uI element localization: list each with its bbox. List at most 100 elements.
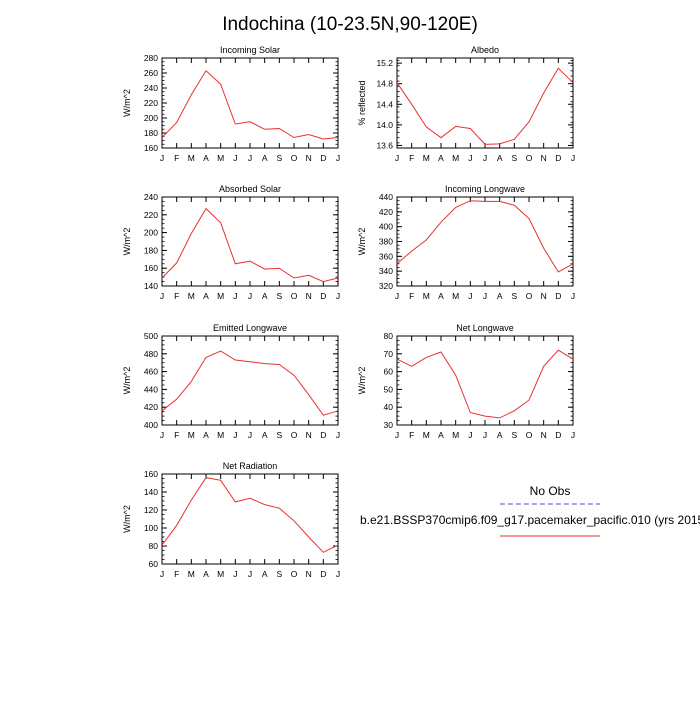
x-tick-label: M <box>217 569 224 579</box>
y-tick-label: 260 <box>144 68 158 78</box>
plot-frame <box>161 473 339 565</box>
series-line <box>396 349 574 419</box>
x-tick-label: A <box>203 153 209 163</box>
x-tick-label: J <box>468 153 472 163</box>
x-tick-label: J <box>483 291 487 301</box>
y-axis-label: W/m^2 <box>122 505 132 533</box>
y-tick-label: 460 <box>144 367 158 377</box>
x-tick-label: J <box>395 291 399 301</box>
y-axis-label: W/m^2 <box>357 367 367 395</box>
y-tick-label: 30 <box>384 420 394 430</box>
plot-frame <box>396 335 574 426</box>
x-tick-label: N <box>306 569 312 579</box>
x-tick-label: J <box>468 430 472 440</box>
x-tick-label: S <box>276 153 282 163</box>
y-tick-label: 160 <box>144 263 158 273</box>
x-tick-label: J <box>160 430 164 440</box>
y-tick-label: 80 <box>384 331 394 341</box>
y-tick-label: 380 <box>379 237 393 247</box>
y-tick-label: 180 <box>144 245 158 255</box>
series-line <box>161 70 339 140</box>
x-tick-label: M <box>188 153 195 163</box>
series-line <box>396 67 574 145</box>
x-tick-label: A <box>438 153 444 163</box>
x-tick-label: J <box>336 291 340 301</box>
x-tick-label: D <box>555 153 561 163</box>
x-tick-label: F <box>174 153 179 163</box>
y-tick-label: 70 <box>384 349 394 359</box>
series-line <box>161 207 339 283</box>
x-tick-label: J <box>483 153 487 163</box>
y-axis-label: W/m^2 <box>357 228 367 256</box>
panel-title: Incoming Solar <box>220 45 280 55</box>
y-tick-label: 400 <box>379 222 393 232</box>
y-tick-label: 200 <box>144 113 158 123</box>
y-tick-label: 360 <box>379 251 393 261</box>
x-tick-label: D <box>320 569 326 579</box>
y-tick-label: 120 <box>144 505 158 515</box>
panel-title: Net Longwave <box>456 323 514 333</box>
x-tick-label: F <box>409 153 414 163</box>
y-tick-label: 240 <box>144 83 158 93</box>
x-tick-label: D <box>320 291 326 301</box>
x-tick-label: J <box>233 153 237 163</box>
y-tick-label: 15.2 <box>376 58 393 68</box>
figure-title: Indochina (10-23.5N,90-120E) <box>222 14 478 35</box>
panel-title: Incoming Longwave <box>445 184 525 194</box>
x-tick-label: J <box>483 430 487 440</box>
x-tick-label: N <box>306 430 312 440</box>
x-tick-label: M <box>188 291 195 301</box>
y-tick-label: 140 <box>144 281 158 291</box>
x-tick-label: M <box>217 430 224 440</box>
x-tick-label: J <box>248 291 252 301</box>
x-tick-label: J <box>571 430 575 440</box>
y-tick-label: 50 <box>384 384 394 394</box>
panel-title: Emitted Longwave <box>213 323 287 333</box>
plot-frame <box>396 57 574 149</box>
y-tick-label: 240 <box>144 192 158 202</box>
x-tick-label: F <box>174 569 179 579</box>
x-tick-label: D <box>320 430 326 440</box>
x-tick-label: D <box>555 430 561 440</box>
x-tick-label: M <box>452 291 459 301</box>
x-tick-label: A <box>438 430 444 440</box>
legend: No Obs b.e21.BSSP370cmip6.f09_g17.pacema… <box>360 484 700 537</box>
x-tick-label: J <box>233 430 237 440</box>
y-tick-label: 14.4 <box>376 99 393 109</box>
x-tick-label: A <box>262 291 268 301</box>
y-tick-label: 13.6 <box>376 140 393 150</box>
x-tick-label: O <box>291 569 298 579</box>
y-axis-label: W/m^2 <box>122 367 132 395</box>
x-tick-label: N <box>541 291 547 301</box>
x-tick-label: A <box>497 430 503 440</box>
x-tick-label: M <box>423 291 430 301</box>
x-tick-label: J <box>571 291 575 301</box>
series-line <box>161 350 339 416</box>
x-tick-label: A <box>262 153 268 163</box>
x-tick-label: O <box>526 291 533 301</box>
y-tick-label: 320 <box>379 281 393 291</box>
y-tick-label: 14.0 <box>376 120 393 130</box>
x-tick-label: A <box>203 430 209 440</box>
x-tick-label: J <box>395 153 399 163</box>
y-axis-label: W/m^2 <box>122 89 132 117</box>
x-tick-label: O <box>526 430 533 440</box>
y-tick-label: 480 <box>144 349 158 359</box>
x-tick-label: M <box>217 291 224 301</box>
y-tick-label: 440 <box>379 192 393 202</box>
y-tick-label: 14.8 <box>376 79 393 89</box>
x-tick-label: A <box>497 153 503 163</box>
x-tick-label: J <box>248 430 252 440</box>
x-tick-label: J <box>160 291 164 301</box>
x-tick-label: J <box>571 153 575 163</box>
x-tick-label: M <box>423 430 430 440</box>
y-tick-label: 500 <box>144 331 158 341</box>
y-tick-label: 80 <box>149 541 159 551</box>
x-tick-label: S <box>511 291 517 301</box>
y-tick-label: 60 <box>384 367 394 377</box>
